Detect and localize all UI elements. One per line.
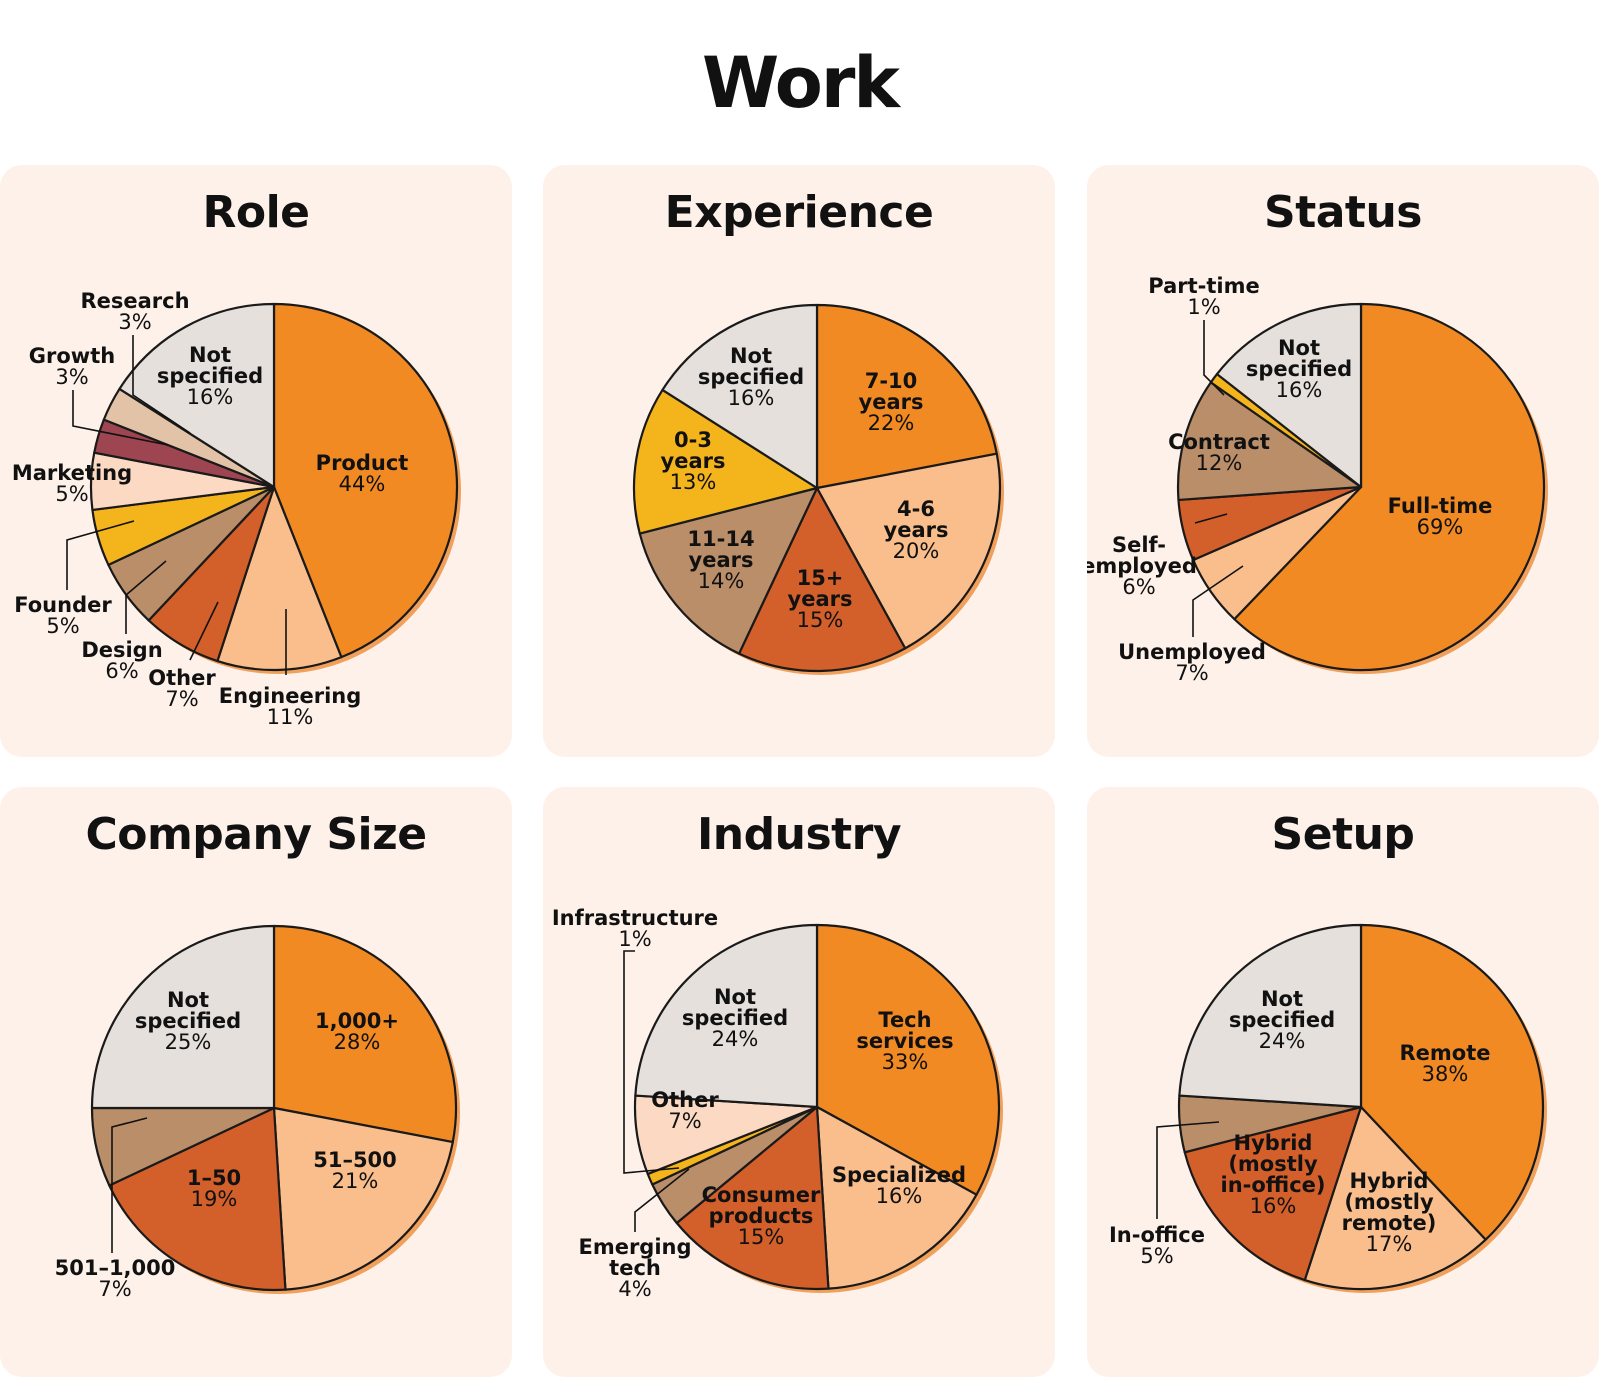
- industry-panel: Industry Tech services 33% Specialized 16% Co…: [543, 787, 1055, 1377]
- experience-slice-7-10-years: [815, 303, 998, 490]
- role-leader-design: [125, 560, 167, 634]
- role-label-marketing: Marketing 5%: [12, 461, 132, 506]
- industry-label-other: Other 7%: [651, 1088, 719, 1133]
- status-leader-unemployed: [1192, 565, 1244, 637]
- industry-pie-chart: Tech services 33% Specialized 16%Consumer pro…: [552, 906, 1003, 1301]
- status-pie-chart: Full-time 69% Unemployed 7% Self-employed 6% C…: [1087, 274, 1548, 685]
- status-label-not-specified: Not specified 16%: [1246, 336, 1352, 402]
- experience-pie-chart: 7-10 years 22% 4-6 years 20% 15+ years 15% 11-14 y…: [632, 303, 1004, 675]
- experience-label-4-6-years: 4-6 years 20%: [884, 497, 949, 563]
- role-leader-founder: [66, 520, 135, 590]
- industry-leader-infrastructure: [623, 950, 680, 1174]
- company-size-pie-chart: 1,000+ 28% 51–500 21% 1–50 19%501–1,000 7% Not s…: [55, 924, 460, 1301]
- experience-chart-title: Experience: [664, 187, 934, 238]
- status-leader-part-time: [1203, 320, 1225, 396]
- setup-label-in-office: In-office 5%: [1109, 1223, 1205, 1268]
- page-title: Work: [702, 42, 900, 124]
- company-size-chart-title: Company Size: [85, 809, 427, 860]
- industry-chart-title: Industry: [696, 809, 902, 860]
- role-label-not-specified: Not specified 16%: [157, 343, 263, 409]
- status-leader-self-employed: [1194, 513, 1228, 524]
- industry-slice-not-specified: [634, 923, 819, 1109]
- experience-label-11-14-years: 11-14 years 14%: [687, 527, 754, 593]
- industry-slice-consumer-products: [675, 1105, 830, 1291]
- industry-slice-specialized: [815, 1105, 978, 1290]
- company-size-slice-not-specified: [90, 924, 276, 1110]
- industry-label-emerging-tech: Emerging tech 4%: [578, 1235, 691, 1301]
- setup-slice-remote: [1359, 923, 1545, 1241]
- status-label-unemployed: Unemployed 7%: [1118, 640, 1266, 685]
- experience-label-15-years: 15+ years 15%: [788, 566, 853, 632]
- setup-label-remote: Remote 38%: [1399, 1041, 1490, 1086]
- setup-label-hybrid-mostly-in-office: Hybrid (mostly in-office) 16%: [1221, 1131, 1326, 1218]
- role-label-other: Other 7%: [148, 666, 216, 711]
- industry-label-infrastructure: Infrastructure 1%: [552, 906, 718, 951]
- setup-slice-not-specified: [1178, 923, 1363, 1109]
- role-slice-not-specified: [118, 302, 276, 489]
- company-size-slice-51-500: [272, 1106, 454, 1291]
- setup-chart-title: Setup: [1271, 809, 1415, 860]
- status-label-full-time: Full-time 69%: [1388, 494, 1493, 539]
- role-label-engineering: Engineering 11%: [219, 684, 362, 729]
- experience-label-not-specified: Not specified 16%: [698, 344, 804, 410]
- industry-label-not-specified: Not specified 24%: [682, 985, 788, 1051]
- company-size-label-1-000: 1,000+ 28%: [315, 1009, 399, 1054]
- setup-slice-hybrid-mostly-remote: [1303, 1105, 1487, 1291]
- experience-slice-not-specified: [661, 303, 819, 490]
- role-panel: Role Product 44% Engineering 11% Other 7% Desi…: [0, 165, 512, 757]
- experience-slice-0-3-years: [632, 388, 819, 535]
- experience-label-0-3-years: 0-3 years 13%: [661, 428, 726, 494]
- role-pie-chart: Product 44% Engineering 11%Other 7%Design 6%F…: [12, 289, 461, 729]
- status-label-contract: Contract 12%: [1168, 430, 1270, 475]
- status-label-part-time: Part-time 1%: [1148, 274, 1259, 319]
- role-leader-research: [132, 335, 191, 434]
- setup-leader-in-office: [1156, 1121, 1220, 1219]
- company-size-label-not-specified: Not specified 25%: [135, 988, 241, 1054]
- setup-slice-hybrid-mostly-in-office: [1183, 1105, 1363, 1282]
- setup-pie-chart: Remote 38% Hybrid (mostly remote) 17%Hybrid (m…: [1109, 923, 1547, 1293]
- role-label-product: Product 44%: [316, 451, 409, 496]
- setup-label-hybrid-mostly-remote: Hybrid (mostly remote) 17%: [1342, 1169, 1437, 1256]
- company-size-panel: Company Size 1,000+ 28% 51–500 21% 1–50 19% 50…: [0, 787, 512, 1377]
- status-slice-full-time: [1233, 302, 1546, 672]
- industry-leader-emerging-tech: [634, 1168, 690, 1232]
- experience-slice-11-14-years: [638, 486, 819, 655]
- role-label-founder: Founder 5%: [14, 593, 112, 638]
- role-chart-title: Role: [202, 187, 310, 238]
- status-panel: Status Full-time 69% Unemployed 7% Self-empl…: [1087, 165, 1599, 757]
- experience-slice-4-6-years: [815, 452, 1002, 650]
- status-label-self-employed: Self-employed 6%: [1087, 533, 1197, 599]
- setup-panel: Setup Remote 38% Hybrid (mostly remote) 17% Hy…: [1087, 787, 1599, 1377]
- company-size-label-1-50: 1–50 19%: [187, 1166, 241, 1211]
- role-label-research: Research 3%: [80, 289, 189, 334]
- company-size-label-501-1-000: 501–1,000 7%: [55, 1256, 176, 1301]
- experience-panel: Experience 7-10 years 22% 4-6 years 20% 15+ yea…: [543, 165, 1055, 757]
- experience-label-7-10-years: 7-10 years 22%: [859, 369, 924, 435]
- status-chart-title: Status: [1264, 187, 1422, 238]
- industry-label-specialized: Specialized 16%: [832, 1163, 966, 1208]
- company-size-label-51-500: 51–500 21%: [313, 1148, 397, 1193]
- company-size-slice-1-000: [272, 924, 458, 1144]
- role-slice-product: [272, 302, 459, 659]
- role-leader-other: [189, 601, 219, 661]
- role-label-design: Design 6%: [81, 638, 162, 683]
- company-size-slice-1-50: [108, 1106, 287, 1292]
- company-size-leader-501-1-000: [111, 1117, 148, 1253]
- industry-label-consumer-products: Consumer products 15%: [702, 1183, 821, 1249]
- industry-slice-tech-services: [815, 923, 1001, 1196]
- role-slice-engineering: [216, 485, 343, 672]
- status-slice-contract: [1176, 381, 1363, 502]
- status-slice-not-specified: [1215, 302, 1363, 489]
- industry-label-tech-services: Tech services 33%: [856, 1008, 953, 1074]
- setup-label-not-specified: Not specified 24%: [1229, 987, 1335, 1053]
- role-label-growth: Growth 3%: [29, 344, 115, 389]
- experience-slice-15-years: [737, 486, 907, 673]
- role-leader-growth: [72, 390, 169, 446]
